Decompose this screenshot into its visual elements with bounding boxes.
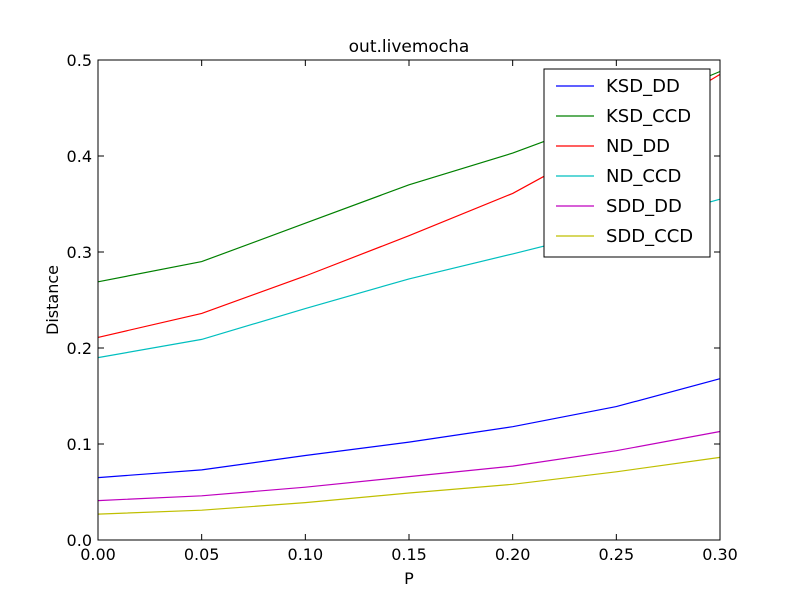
- legend-label: SDD_DD: [606, 196, 682, 217]
- x-axis-title: P: [404, 569, 414, 588]
- series-layer: [97, 70, 721, 515]
- y-tick-label: 0.5: [67, 51, 92, 70]
- series-line-sdd-ccd: [97, 456, 721, 515]
- y-tick-label: 0.0: [67, 531, 92, 550]
- y-tick-label: 0.4: [67, 147, 92, 166]
- legend: KSD_DD KSD_CCD ND_DD ND_CCD SDD_DD SDD_CCD: [543, 68, 711, 258]
- legend-box: [543, 68, 711, 258]
- series-line-sdd-dd: [97, 430, 721, 502]
- x-tick-label: 0.05: [184, 545, 220, 564]
- x-tick-label: 0.10: [288, 545, 324, 564]
- legend-label: KSD_DD: [606, 76, 680, 97]
- x-tick-label: 0.15: [391, 545, 427, 564]
- x-tick-label: 0.25: [599, 545, 635, 564]
- series-line-ksd-dd: [97, 378, 721, 479]
- legend-label: KSD_CCD: [606, 106, 691, 127]
- y-tick-label: 0.2: [67, 339, 92, 358]
- legend-label: ND_DD: [606, 136, 670, 157]
- chart-title: out.livemocha: [349, 37, 470, 57]
- x-tick-label: 0.00: [80, 545, 116, 564]
- y-tick-label: 0.3: [67, 243, 92, 262]
- x-tick-label: 0.20: [495, 545, 531, 564]
- y-tick-label: 0.1: [67, 435, 92, 454]
- legend-label: SDD_CCD: [606, 226, 693, 247]
- x-tick-label: 0.30: [702, 545, 738, 564]
- legend-label: ND_CCD: [606, 166, 681, 187]
- tick-layer: 0.00 0.05 0.10 0.15 0.20 0.25 0.30 0.0 0.1 0.2 0.3…: [67, 51, 738, 564]
- y-axis-title: Distance: [43, 265, 62, 335]
